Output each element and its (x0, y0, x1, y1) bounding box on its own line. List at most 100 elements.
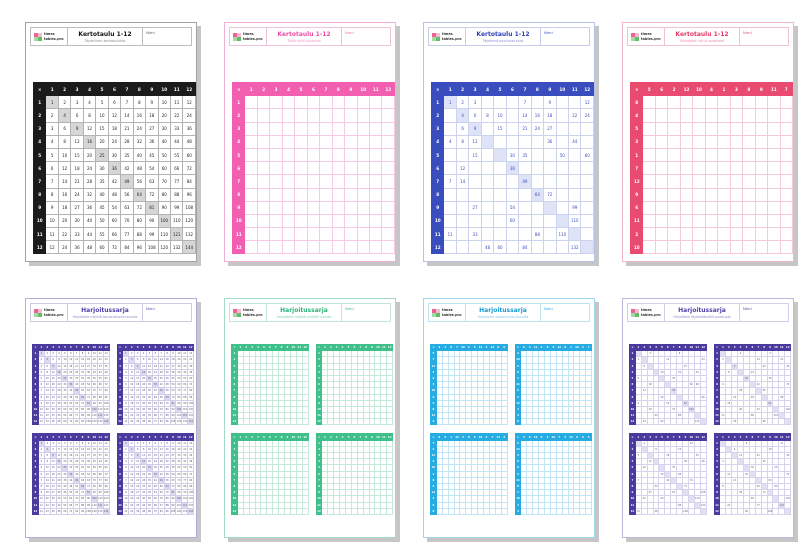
grid-cell (667, 161, 681, 176)
grid-cell: 21 (70, 174, 84, 189)
grid-cell (567, 418, 575, 426)
name-field: Nimi (143, 28, 191, 45)
grid-cell (642, 240, 656, 255)
page-header: times tables.pro Kertotaulu 1-12 Täytä ty… (229, 27, 391, 46)
grid-cell (779, 200, 793, 215)
grid-cell (767, 174, 781, 189)
grid-header-cell: 6 (32, 161, 47, 176)
grid-cell (687, 418, 695, 426)
grid-header-cell: 10 (629, 240, 644, 255)
logo: times tables.pro (429, 28, 466, 45)
grid-cell: 110 (555, 227, 570, 242)
grid-cell: 60 (107, 213, 122, 229)
grid-cell: 30 (95, 161, 109, 176)
grid-cell (294, 227, 308, 242)
grid-header-cell: 12 (713, 418, 721, 426)
worksheet-page-2[interactable]: times tables.pro Kertotaulu 1-12 Täytä ty… (224, 22, 396, 262)
grid-cell (664, 507, 672, 515)
grid-cell (729, 108, 744, 123)
grid-cell (244, 187, 258, 202)
grid-cell (256, 227, 271, 242)
grid-cell (381, 240, 395, 255)
grid-cell: 60 (743, 507, 750, 515)
grid-cell (244, 121, 258, 136)
grid-header-cell: 11 (32, 227, 47, 242)
grid-cell: 120 (182, 213, 196, 229)
grid-cell: 88 (169, 187, 184, 202)
grid-header-cell: 5 (294, 81, 308, 97)
grid-cell (704, 108, 719, 123)
name-field: Nimi (143, 304, 191, 321)
grid-cell (518, 227, 532, 242)
grid-cell (269, 240, 283, 255)
grid-cell (455, 200, 470, 215)
grid-cell: 36 (134, 507, 142, 515)
page-header: times tables.pro Kertotaulu 1-12 Täydelli… (30, 27, 192, 46)
worksheet-page-6[interactable]: times tables.pro Harjoitussarja Harjoitte… (224, 298, 396, 538)
grid-cell (256, 240, 271, 255)
grid-header-cell: 12 (231, 418, 238, 426)
grid-cell: 14 (518, 108, 532, 123)
grid-cell (468, 240, 482, 255)
multiplication-grid: × 1 2 3 4 5 6 7 8 9 10 11 12 1 2 3 4 5 6 7 8 9 10 11 12 (231, 81, 395, 255)
worksheet-page-3[interactable]: times tables.pro Kertotaulu 1-12 Täydennä… (423, 22, 595, 262)
grid-cell: 3 (468, 95, 482, 110)
grid-cell (244, 227, 258, 242)
grid-cell (561, 418, 569, 426)
grid-area: × 1 2 3 4 5 6 7 8 9 10 11 12 1 2 3 4 5 6 7 8 9 10 11 12 (231, 81, 395, 255)
grid-cell: 88 (132, 227, 147, 242)
grid-cell (580, 227, 594, 242)
grid-cell: 9 (45, 200, 59, 215)
grid-cell: 64 (530, 187, 545, 202)
grid-cell: 36 (70, 240, 84, 255)
grid-cell: 110 (567, 213, 582, 229)
grid-cell (729, 134, 744, 149)
worksheet-page-1[interactable]: times tables.pro Kertotaulu 1-12 Täydelli… (25, 22, 197, 262)
grid-cell: 36 (731, 418, 739, 426)
grid-header-cell: 12 (629, 418, 636, 426)
grid-cell (269, 200, 283, 215)
name-label: Nimi (743, 30, 752, 35)
grid-cell (704, 121, 719, 136)
grid-cell (242, 418, 250, 426)
grid-cell (654, 240, 669, 255)
grid-cell (654, 121, 669, 136)
grid-cell: 56 (132, 174, 147, 189)
grid-cell (784, 507, 792, 515)
grid-cell: 84 (182, 174, 196, 189)
worksheet-page-5[interactable]: times tables.pro Harjoitussarja Harjoitte… (25, 298, 197, 538)
grid-cell: 22 (169, 108, 184, 123)
grid-cell (654, 213, 669, 229)
grid-cell (236, 507, 244, 515)
grid-cell (580, 121, 594, 136)
grid-cell: 60 (95, 240, 109, 255)
grid-cell: 24 (640, 418, 648, 426)
grid-cell (281, 147, 296, 163)
worksheet-page-7[interactable]: times tables.pro Harjoitussarja Harjoitte… (423, 298, 595, 538)
grid-cell: 24 (530, 121, 545, 136)
grid-cell: 33 (169, 121, 184, 136)
grid-cell (493, 95, 507, 110)
grid-cell: 49 (120, 174, 134, 189)
grid-cell (518, 187, 532, 202)
grid-header-cell: 4 (281, 81, 296, 97)
grid-cell: 1 (443, 95, 457, 110)
grid-cell (236, 418, 244, 426)
logo: times tables.pro (31, 304, 68, 321)
grid-cell (567, 95, 582, 110)
grid-cell (667, 240, 681, 255)
grid-cell: 48 (107, 187, 122, 202)
grid-cell (567, 187, 582, 202)
grid-header-cell: 6 (231, 161, 246, 176)
grid-cell: 132 (567, 240, 582, 255)
grid-cell (555, 200, 570, 215)
grid-cell (642, 174, 656, 189)
grid-cell: 6 (468, 108, 482, 123)
worksheet-page-8[interactable]: times tables.pro Harjoitussarja Harjoitte… (622, 298, 794, 538)
logo-text: times tables.pro (44, 32, 64, 41)
grid-cell (256, 213, 271, 229)
worksheet-page-4[interactable]: times tables.pro Kertotaulu 1-12 Sekoitet… (622, 22, 794, 262)
grid-cell (306, 108, 321, 123)
grid-cell (654, 187, 669, 202)
grid-cell: 11 (443, 227, 457, 242)
